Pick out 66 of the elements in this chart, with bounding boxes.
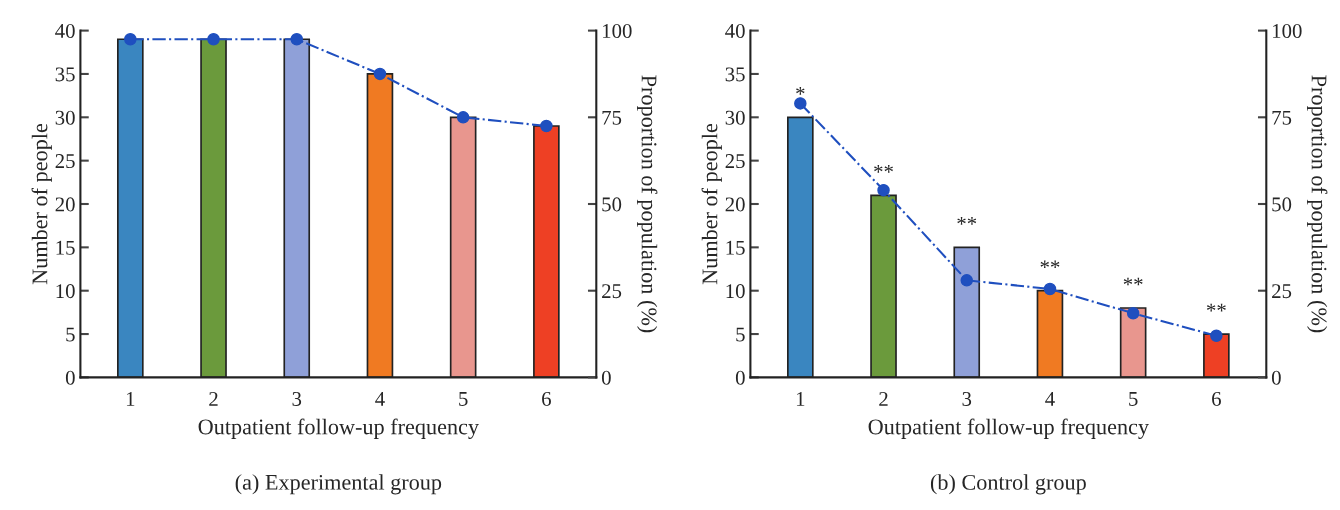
annotation: **	[1123, 277, 1143, 286]
x-tick-label: 2	[209, 391, 218, 406]
point	[960, 274, 973, 287]
y-tick-label: 15	[56, 240, 75, 255]
point	[456, 111, 470, 124]
y2-tick-label: 50	[1272, 197, 1292, 212]
y2-tick-label: 75	[602, 110, 622, 125]
annotation: **	[1206, 303, 1226, 312]
x-axis-title: Outpatient follow-up frequency	[198, 418, 479, 439]
y-tick-label: 25	[55, 154, 75, 169]
y-axis-title: Number of people	[701, 123, 722, 285]
point	[373, 67, 387, 81]
point	[290, 33, 303, 46]
y-tick-label: 10	[726, 284, 745, 299]
y2-tick-label: 100	[602, 23, 632, 39]
y-tick-label: 0	[65, 370, 75, 385]
point	[1126, 306, 1140, 320]
x-tick-label: 1	[126, 391, 135, 406]
x-tick-label: 4	[375, 392, 385, 406]
y-tick-label: 30	[725, 110, 745, 125]
x-axis-title: Outpatient follow-up frequency	[868, 418, 1149, 439]
y-tick-label: 40	[55, 23, 75, 39]
point	[794, 97, 807, 110]
y-tick-label: 5	[736, 327, 745, 342]
y-tick-label: 35	[55, 67, 75, 82]
x-tick-label: 6	[1212, 391, 1221, 406]
point	[540, 119, 553, 133]
y-tick-label: 15	[726, 240, 745, 255]
y2-tick-label: 25	[602, 284, 622, 299]
annotation: **	[1040, 260, 1060, 269]
y2-axis-title: Proportion of population (%)	[1307, 75, 1328, 333]
y-axis-title: Number of people	[31, 123, 52, 285]
x-tick-label: 6	[542, 391, 551, 406]
y2-tick-label: 0	[601, 370, 611, 385]
text: (a) Experimental group	[235, 474, 442, 495]
point	[207, 33, 220, 46]
y-tick-label: 25	[725, 154, 745, 169]
annotation: **	[874, 165, 893, 173]
y2-tick-label: 50	[602, 197, 622, 212]
annotation: **	[957, 217, 977, 225]
y2-axis-title: Proportion of population (%)	[637, 75, 658, 333]
text: (b) Control group	[930, 474, 1086, 495]
x-tick-label: 3	[962, 391, 972, 406]
point	[1210, 329, 1223, 343]
y2-tick-label: 100	[1272, 23, 1302, 39]
x-tick-label: 4	[1045, 392, 1055, 406]
y2-tick-label: 0	[1271, 370, 1281, 385]
y-tick-label: 35	[725, 67, 745, 82]
point	[877, 183, 890, 197]
x-tick-label: 1	[796, 391, 805, 406]
x-tick-label: 3	[292, 391, 302, 406]
y2-tick-label: 25	[1272, 284, 1292, 299]
y2-tick-label: 75	[1272, 110, 1292, 125]
y-tick-label: 10	[56, 284, 75, 299]
y-tick-label: 5	[66, 327, 75, 342]
x-tick-label: 2	[879, 391, 888, 406]
point	[1043, 282, 1057, 296]
x-tick-label: 5	[1129, 392, 1138, 406]
point	[124, 33, 137, 46]
x-tick-label: 5	[459, 392, 468, 406]
y-tick-label: 30	[55, 110, 75, 125]
y-tick-label: 20	[725, 197, 745, 212]
y-tick-label: 0	[735, 370, 745, 385]
annotation: *	[796, 86, 805, 95]
y-tick-label: 20	[55, 197, 75, 212]
y-tick-label: 40	[725, 23, 745, 39]
